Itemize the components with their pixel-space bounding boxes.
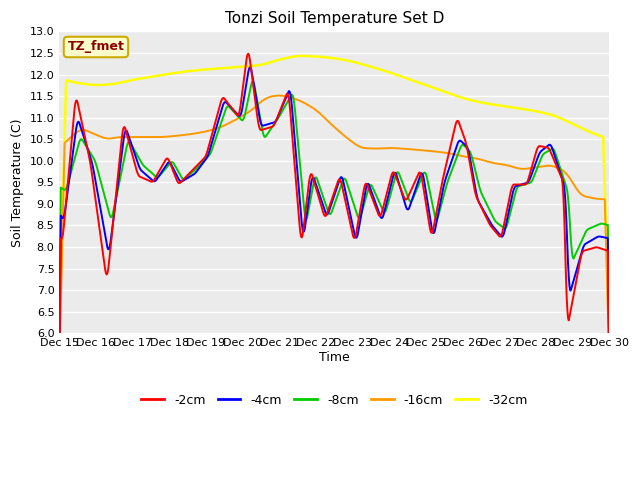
Legend: -2cm, -4cm, -8cm, -16cm, -32cm: -2cm, -4cm, -8cm, -16cm, -32cm bbox=[136, 388, 532, 411]
Y-axis label: Soil Temperature (C): Soil Temperature (C) bbox=[11, 118, 24, 247]
X-axis label: Time: Time bbox=[319, 351, 349, 364]
Text: TZ_fmet: TZ_fmet bbox=[68, 40, 124, 53]
Title: Tonzi Soil Temperature Set D: Tonzi Soil Temperature Set D bbox=[225, 11, 444, 26]
